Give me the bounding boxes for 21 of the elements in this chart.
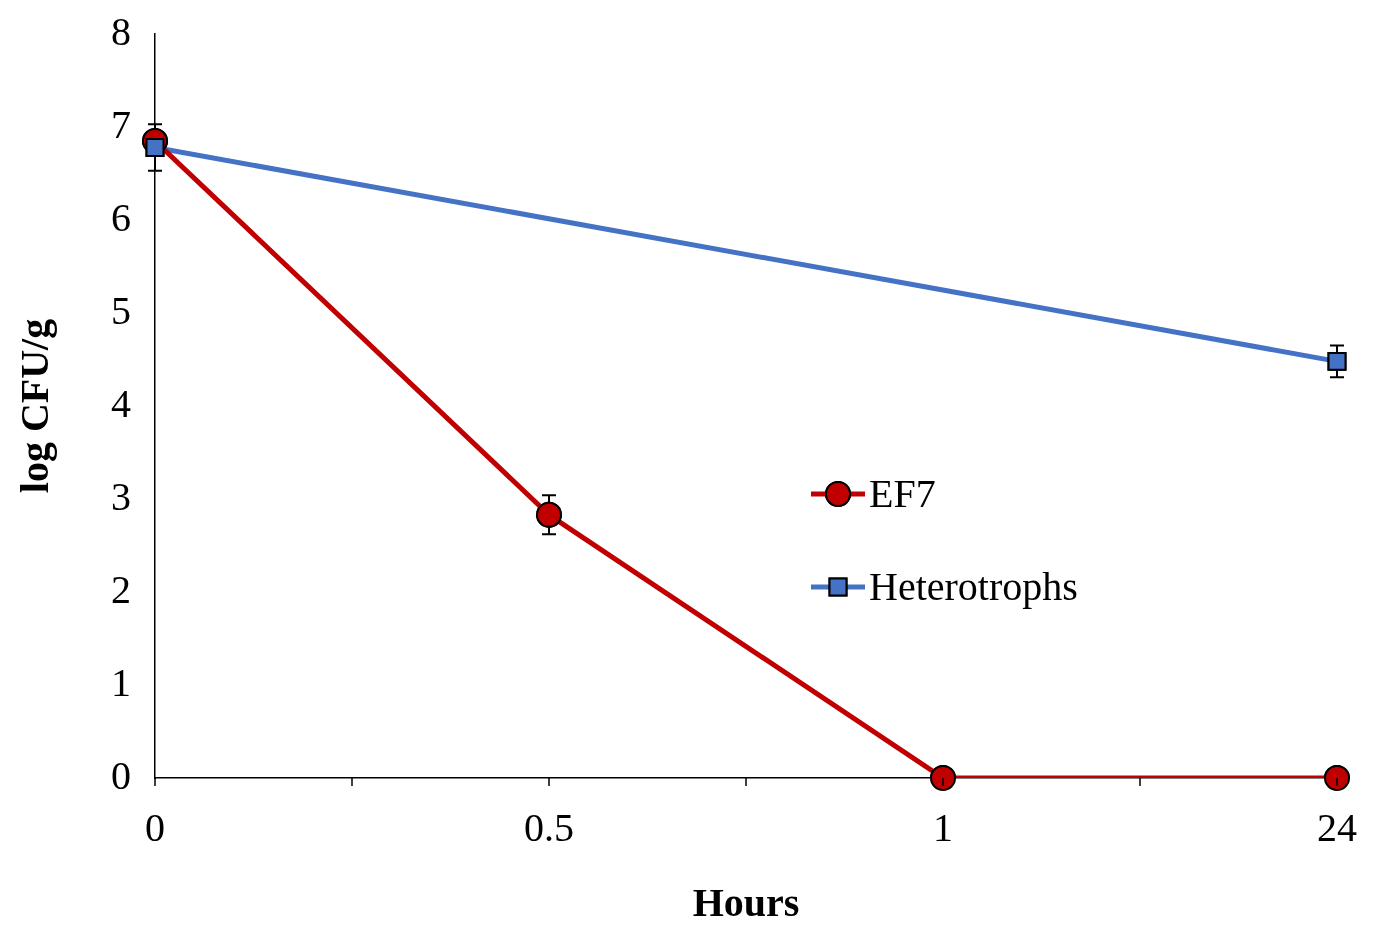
point xyxy=(930,765,956,791)
x-tick-label: 1 xyxy=(933,804,953,850)
y-tick-label: 4 xyxy=(111,380,131,426)
y-tick-label: 6 xyxy=(111,194,131,240)
y-tick-label: 1 xyxy=(111,659,131,705)
y-tick-label: 2 xyxy=(111,566,131,612)
point xyxy=(1327,351,1347,371)
x-tick-label: 0 xyxy=(145,804,165,850)
x-tick-label: 24 xyxy=(1317,804,1357,850)
y-tick-label: 7 xyxy=(111,101,131,147)
x-tick-label: 0.5 xyxy=(524,804,574,850)
y-tick-label: 8 xyxy=(111,8,131,54)
point xyxy=(536,501,562,528)
y-tick-label: 0 xyxy=(111,752,131,798)
y-tick-label: 3 xyxy=(111,473,131,519)
legend-label: EF7 xyxy=(869,470,936,516)
legend-label: Heterotrophs xyxy=(869,563,1078,609)
y-axis-title: log CFU/g xyxy=(12,318,58,494)
x-axis-title: Hours xyxy=(692,880,800,926)
y-tick-label: 5 xyxy=(111,287,131,333)
point xyxy=(1324,765,1350,791)
